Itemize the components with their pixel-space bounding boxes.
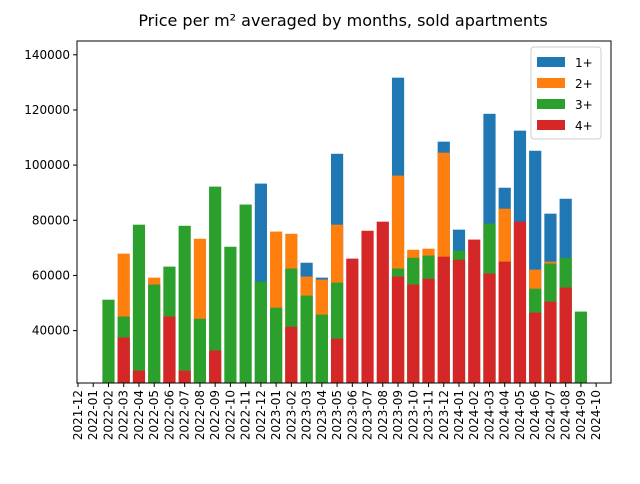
x-tick-label: 2024-09 — [574, 390, 588, 440]
bar — [239, 204, 252, 383]
legend-swatch — [537, 57, 565, 67]
x-tick-label: 2022-10 — [223, 390, 237, 440]
legend-label: 3+ — [575, 98, 593, 112]
bar — [468, 239, 481, 383]
bar — [163, 316, 176, 383]
bar — [559, 287, 572, 383]
x-tick-label: 2024-02 — [467, 390, 481, 440]
legend-label: 2+ — [575, 77, 593, 91]
legend-swatch — [537, 99, 565, 109]
plot-area — [102, 77, 588, 383]
x-tick-label: 2024-04 — [498, 390, 512, 440]
bar — [315, 314, 328, 383]
x-tick-label: 2023-07 — [361, 390, 375, 440]
bar — [132, 370, 146, 383]
bar — [483, 273, 496, 383]
legend-label: 4+ — [575, 119, 593, 133]
x-tick-label: 2022-12 — [254, 390, 268, 440]
x-tick-label: 2023-06 — [345, 390, 359, 440]
x-tick-label: 2023-12 — [437, 390, 451, 440]
legend-swatch — [537, 120, 565, 130]
bar — [361, 230, 374, 383]
x-tick-label: 2023-10 — [406, 390, 420, 440]
x-tick-label: 2021-12 — [71, 390, 85, 440]
x-tick-label: 2024-05 — [513, 390, 527, 440]
x-tick-label: 2024-06 — [528, 390, 542, 440]
bar — [148, 284, 161, 383]
bar — [117, 337, 130, 383]
bar — [452, 259, 466, 383]
x-tick-label: 2022-02 — [101, 390, 115, 440]
bar — [376, 221, 389, 383]
bar — [102, 299, 115, 383]
x-tick-label: 2024-07 — [543, 390, 557, 440]
legend-label: 1+ — [575, 56, 593, 70]
bar — [193, 318, 207, 383]
x-tick-label: 2022-03 — [117, 390, 131, 440]
x-tick-label: 2023-02 — [284, 390, 298, 440]
y-tick-label: 140000 — [24, 48, 70, 62]
bar — [422, 278, 435, 383]
x-tick-label: 2022-11 — [239, 390, 253, 440]
bar — [574, 311, 588, 383]
x-tick-label: 2022-05 — [147, 390, 161, 440]
bar — [346, 258, 359, 383]
bar — [391, 276, 405, 383]
y-tick-label: 40000 — [32, 324, 70, 338]
legend-swatch — [537, 78, 565, 88]
y-tick-label: 100000 — [24, 158, 70, 172]
bar — [132, 224, 146, 383]
y-tick-label: 60000 — [32, 268, 70, 282]
bar — [178, 370, 191, 383]
bar — [285, 326, 298, 383]
axes-frame — [76, 40, 612, 384]
bar — [529, 312, 542, 383]
x-tick-label: 2022-04 — [132, 390, 146, 440]
legend-frame — [530, 46, 602, 140]
x-tick-label: 2024-10 — [589, 390, 603, 440]
bar — [513, 221, 527, 383]
bar — [437, 256, 450, 383]
x-tick-label: 2022-06 — [162, 390, 176, 440]
bar — [330, 338, 344, 383]
bar — [270, 307, 283, 383]
x-tick-label: 2022-09 — [208, 390, 222, 440]
x-tick-label: 2023-01 — [269, 390, 283, 440]
x-tick-label: 2023-04 — [315, 390, 329, 440]
bar — [300, 295, 313, 383]
chart-title: Price per m² averaged by months, sold ap… — [138, 11, 547, 30]
bar — [407, 284, 420, 383]
bar — [498, 261, 511, 383]
y-tick-label: 120000 — [24, 103, 70, 117]
bar — [178, 225, 191, 383]
x-tick-label: 2022-07 — [178, 390, 192, 440]
x-tick-label: 2023-05 — [330, 390, 344, 440]
x-tick-label: 2024-01 — [452, 390, 466, 440]
bar — [254, 281, 267, 383]
x-tick-label: 2022-01 — [86, 390, 100, 440]
bar — [209, 350, 222, 383]
x-tick-label: 2023-11 — [422, 390, 436, 440]
x-tick-label: 2022-08 — [193, 390, 207, 440]
x-tick-label: 2023-03 — [300, 390, 314, 440]
bar — [544, 301, 557, 383]
x-tick-label: 2024-03 — [482, 390, 496, 440]
x-tick-label: 2023-08 — [376, 390, 390, 440]
bar — [224, 246, 237, 383]
y-tick-label: 80000 — [32, 213, 70, 227]
bar — [209, 186, 222, 383]
x-tick-label: 2023-09 — [391, 390, 405, 440]
x-tick-label: 2024-08 — [559, 390, 573, 440]
